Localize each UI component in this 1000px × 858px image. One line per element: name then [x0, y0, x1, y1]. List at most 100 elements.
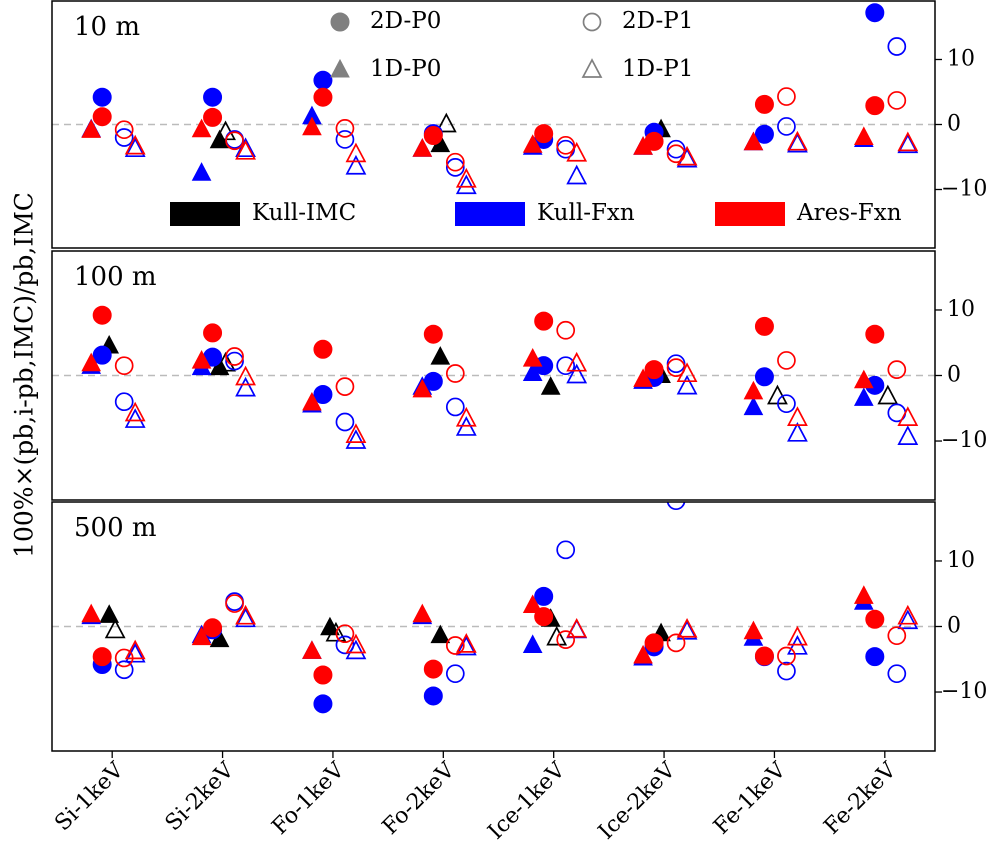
data-point [302, 116, 322, 136]
panel-title: 500 m [74, 513, 157, 543]
data-point [556, 540, 576, 560]
data-point [566, 141, 588, 162]
data-point [556, 135, 576, 155]
data-point [743, 396, 764, 416]
data-point [777, 351, 796, 370]
legend-swatch [455, 202, 525, 226]
data-point [124, 408, 146, 428]
data-point [676, 145, 698, 166]
data-point [335, 624, 355, 644]
data-point [313, 70, 333, 90]
panel-title: 10 m [74, 12, 140, 42]
data-point [787, 406, 808, 426]
data-point [215, 351, 236, 372]
data-point [534, 586, 554, 606]
data-point [445, 364, 465, 383]
data-point [445, 158, 465, 177]
data-point [887, 37, 907, 56]
data-point [865, 96, 885, 116]
data-point [853, 387, 874, 406]
data-point [114, 120, 134, 140]
data-point [124, 639, 146, 660]
data-point [191, 350, 212, 369]
data-point [235, 137, 256, 158]
data-point [335, 119, 355, 138]
data-point [455, 406, 477, 427]
legend-swatch [170, 202, 240, 226]
data-point [114, 356, 134, 376]
data-point [566, 618, 588, 639]
data-point [313, 339, 333, 359]
data-point [633, 136, 653, 155]
data-point [877, 384, 899, 405]
data-point [445, 152, 465, 172]
data-point [203, 618, 223, 638]
data-point [235, 365, 256, 386]
data-point [430, 624, 451, 644]
plot-area [52, 502, 935, 714]
data-point [676, 362, 698, 383]
data-point [435, 112, 457, 133]
data-point [897, 604, 919, 625]
x-tick-label: Fe-1keV [709, 757, 792, 840]
data-point [887, 360, 907, 379]
legend-label: 2D-P1 [622, 8, 693, 34]
data-point [534, 124, 554, 144]
y-axis-label: 100%×(pb,i-pb,IMC)/pb,IMC [10, 192, 39, 558]
data-point [897, 133, 919, 154]
data-point [556, 630, 576, 649]
data-point [676, 374, 698, 395]
x-tick-label: Fo-1keV [267, 757, 350, 840]
data-point [540, 376, 561, 395]
data-point [666, 502, 686, 511]
data-point [522, 134, 543, 153]
data-point [235, 376, 256, 397]
data-point [345, 639, 367, 660]
data-point [114, 128, 134, 147]
data-point [203, 323, 223, 343]
data-point [754, 367, 774, 387]
plot-area [52, 3, 935, 195]
data-point [313, 385, 333, 405]
data-point [522, 348, 543, 367]
legend-label: Ares-Fxn [796, 200, 902, 226]
data-point [666, 139, 686, 159]
data-point [865, 3, 885, 23]
data-point [887, 626, 907, 646]
data-point [743, 131, 764, 151]
data-point [235, 607, 256, 628]
data-point [313, 87, 333, 107]
data-point [566, 617, 588, 638]
data-point [423, 686, 443, 706]
data-point [99, 604, 120, 623]
data-point [644, 360, 664, 380]
data-point [644, 633, 664, 653]
data-point [455, 635, 477, 656]
data-point [666, 144, 686, 164]
data-point [865, 647, 885, 667]
data-point [534, 311, 554, 331]
data-point [853, 126, 874, 145]
data-point [81, 119, 102, 138]
data-point [445, 664, 465, 684]
data-point [124, 134, 146, 155]
data-point [203, 87, 223, 107]
data-point [897, 131, 919, 152]
data-point [412, 138, 433, 157]
data-point [345, 154, 367, 175]
data-point [81, 352, 102, 372]
data-point [522, 634, 543, 654]
data-point [225, 131, 244, 151]
data-point [566, 363, 588, 384]
data-point [897, 406, 919, 426]
data-point [743, 380, 764, 400]
data-point [124, 137, 146, 158]
data-point [865, 324, 885, 344]
data-point [313, 665, 333, 685]
data-point [445, 397, 465, 417]
data-point [345, 142, 367, 163]
data-point [325, 621, 347, 642]
data-point [345, 429, 367, 449]
data-point [754, 94, 774, 114]
